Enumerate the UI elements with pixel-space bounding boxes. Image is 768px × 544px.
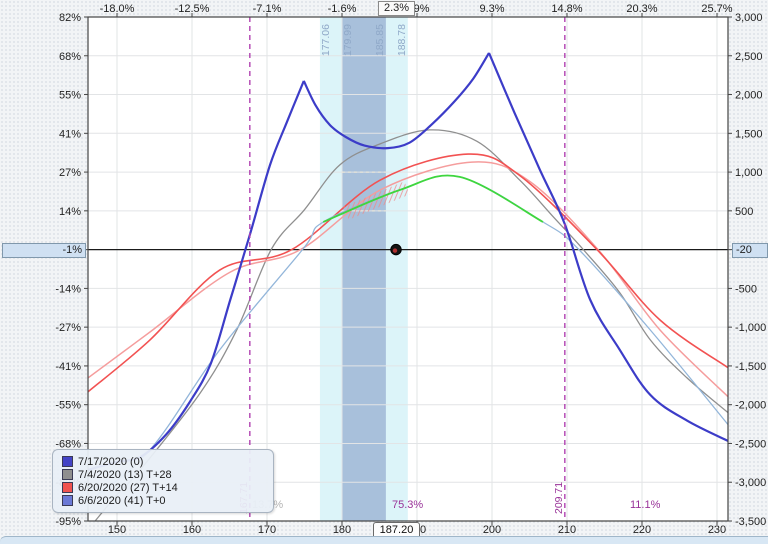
legend-item: 6/20/2020 (27) T+14 [62, 481, 273, 494]
svg-text:-68%: -68% [55, 438, 81, 450]
svg-text:14%: 14% [59, 206, 81, 218]
svg-text:55%: 55% [59, 90, 81, 102]
svg-text:500: 500 [735, 206, 753, 218]
legend-item: 6/6/2020 (41) T+0 [62, 494, 273, 507]
legend-item-label: 6/6/2020 (41) T+0 [78, 494, 166, 507]
svg-text:-500: -500 [735, 283, 757, 295]
legend-item: 7/17/2020 (0) [62, 455, 273, 468]
left-axis-current-value-box: -1% [2, 243, 86, 258]
series-line [88, 161, 728, 398]
svg-text:9.3%: 9.3% [479, 3, 504, 15]
svg-text:2,000: 2,000 [735, 90, 763, 102]
legend-item-label: 7/17/2020 (0) [78, 455, 144, 468]
svg-text:27%: 27% [59, 167, 81, 179]
svg-text:-2,000: -2,000 [735, 400, 766, 412]
svg-text:-3,000: -3,000 [735, 477, 766, 489]
svg-text:82%: 82% [59, 12, 81, 24]
series-color-swatch-icon [62, 469, 73, 480]
svg-text:180: 180 [333, 524, 351, 536]
svg-text:-1,500: -1,500 [735, 361, 766, 373]
svg-text:3,000: 3,000 [735, 12, 763, 24]
top-axis-current-percent-box: 2.3% [378, 1, 415, 16]
svg-text:220: 220 [633, 524, 651, 536]
svg-text:2,500: 2,500 [735, 51, 763, 63]
svg-text:200: 200 [483, 524, 501, 536]
svg-text:41%: 41% [59, 128, 81, 140]
svg-text:-3,500: -3,500 [735, 516, 766, 528]
svg-text:170: 170 [258, 524, 276, 536]
series-color-swatch-icon [62, 456, 73, 467]
svg-text:-14%: -14% [55, 283, 81, 295]
band-edge-label: 185.85 [374, 24, 386, 56]
chart-legend[interactable]: 7/17/2020 (0) 7/4/2020 (13) T+28 6/20/20… [52, 449, 274, 513]
svg-text:-41%: -41% [55, 361, 81, 373]
svg-text:25.7%: 25.7% [701, 3, 732, 15]
svg-text:-7.1%: -7.1% [253, 3, 282, 15]
series-line [88, 153, 728, 393]
legend-item-label: 7/4/2020 (13) T+28 [78, 468, 172, 481]
svg-text:20.3%: 20.3% [626, 3, 657, 15]
price-bands [319, 17, 408, 521]
svg-text:1,000: 1,000 [735, 167, 763, 179]
svg-text:-55%: -55% [55, 400, 81, 412]
svg-text:-12.5%: -12.5% [175, 3, 210, 15]
series-expiration [302, 52, 490, 150]
band-edge-labels: 177.06 179.99 185.85 188.78 [320, 24, 408, 56]
svg-text:210: 210 [558, 524, 576, 536]
lower-panel-edge [0, 536, 768, 544]
series-expiration [487, 52, 728, 443]
svg-text:150: 150 [108, 524, 126, 536]
bottom-axis-current-price-box: 187.20 [373, 522, 420, 539]
current-price-marker[interactable] [390, 243, 402, 256]
probability-line-label: 209.71 [553, 482, 565, 514]
svg-text:-95%: -95% [55, 516, 81, 528]
series-line [94, 129, 728, 521]
slice-highlight [343, 181, 410, 220]
svg-text:1,500: 1,500 [735, 128, 763, 140]
plot-border [87, 16, 729, 522]
svg-text:230: 230 [708, 524, 726, 536]
svg-text:-1,000: -1,000 [735, 322, 766, 334]
svg-text:-27%: -27% [55, 322, 81, 334]
band-edge-label: 188.78 [396, 24, 408, 56]
svg-text:-1.6%: -1.6% [328, 3, 357, 15]
series-t0-green [322, 174, 544, 223]
band-edge-label: 177.06 [320, 24, 332, 56]
legend-item-label: 6/20/2020 (27) T+14 [78, 481, 178, 494]
svg-text:160: 160 [183, 524, 201, 536]
plot-background [88, 17, 728, 521]
svg-text:-18.0%: -18.0% [100, 3, 135, 15]
series-color-swatch-icon [62, 482, 73, 493]
probability-label-right: 11.1% [630, 499, 661, 511]
svg-text:14.8%: 14.8% [551, 3, 582, 15]
series-color-swatch-icon [62, 495, 73, 506]
axis-ticks [84, 13, 732, 525]
right-axis-current-value-box: -20 [732, 243, 768, 258]
legend-item: 7/4/2020 (13) T+28 [62, 468, 273, 481]
svg-text:-2,500: -2,500 [735, 438, 766, 450]
band-edge-label: 179.99 [342, 24, 354, 56]
axis-labels: 150-18.0%160-12.5%170-7.1%180-1.6%1903.9… [55, 3, 766, 536]
svg-text:68%: 68% [59, 51, 81, 63]
probability-label-middle: 75.3% [392, 499, 424, 511]
